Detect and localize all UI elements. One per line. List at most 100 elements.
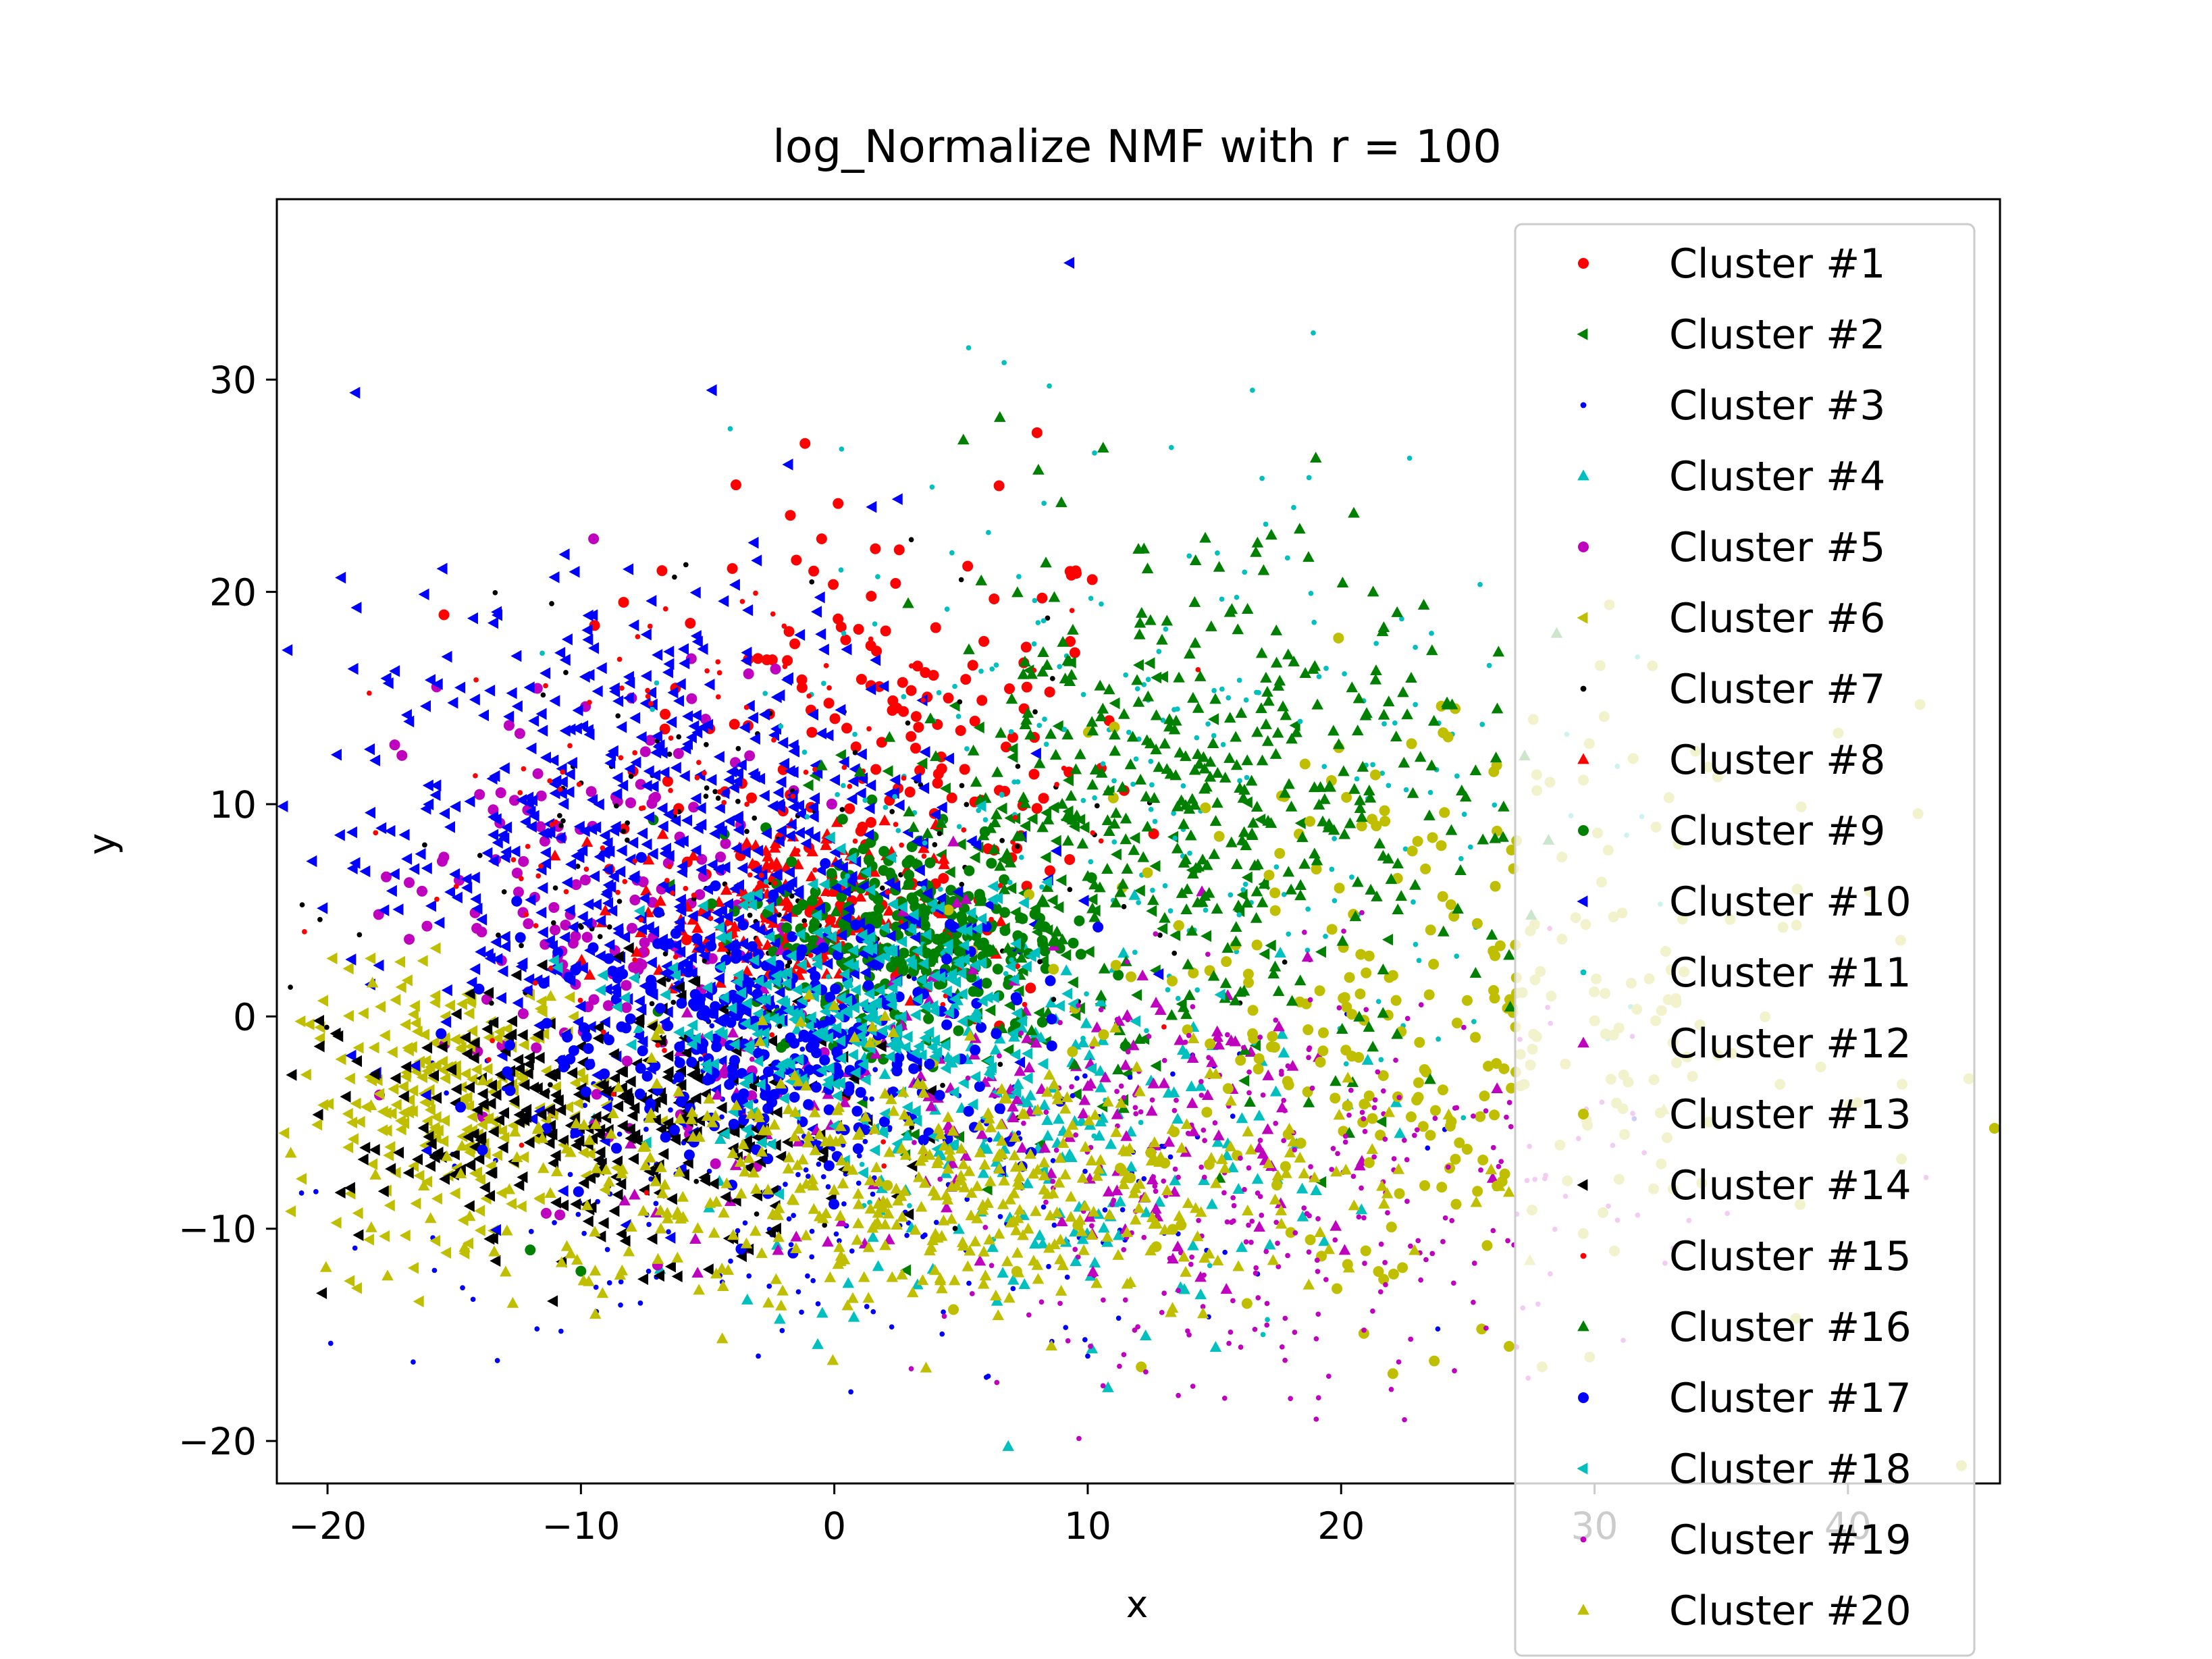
data-point: [849, 1248, 855, 1254]
data-point: [1351, 725, 1364, 736]
data-point: [715, 694, 721, 700]
data-point: [1377, 1007, 1390, 1018]
data-point: [616, 899, 623, 904]
data-point: [1175, 995, 1181, 1001]
data-point: [1361, 1053, 1374, 1065]
data-point: [1411, 1132, 1417, 1138]
data-point: [1090, 830, 1096, 836]
data-point: [770, 856, 783, 868]
data-point: [560, 769, 566, 775]
data-point: [1160, 717, 1166, 723]
data-point: [477, 1088, 488, 1100]
data-point: [680, 742, 691, 755]
data-point: [853, 624, 864, 635]
data-point: [477, 709, 489, 722]
data-point: [1113, 970, 1124, 981]
data-point: [922, 887, 933, 900]
data-point: [1427, 832, 1438, 843]
data-point: [913, 721, 924, 733]
data-point: [789, 638, 801, 650]
data-point: [752, 845, 764, 857]
data-point: [997, 883, 1003, 889]
data-point: [907, 821, 920, 833]
data-point: [528, 714, 539, 727]
data-point: [550, 920, 556, 926]
data-point: [883, 876, 895, 889]
data-point: [492, 837, 503, 849]
data-point: [875, 574, 880, 579]
data-point: [679, 657, 690, 670]
data-point: [393, 1147, 404, 1159]
data-point: [532, 768, 544, 779]
data-point: [344, 1182, 355, 1194]
data-point: [1317, 1045, 1329, 1057]
data-point: [570, 964, 581, 976]
data-point: [525, 843, 531, 849]
data-point: [758, 789, 770, 802]
data-point: [399, 1229, 411, 1242]
data-point: [1008, 729, 1014, 735]
data-point: [906, 1160, 918, 1172]
data-point: [689, 1000, 701, 1011]
data-point: [633, 905, 645, 917]
data-point: [1138, 1120, 1144, 1126]
data-point: [710, 1033, 721, 1045]
data-point: [659, 989, 670, 1001]
data-point: [595, 1078, 606, 1091]
data-point: [1174, 746, 1186, 758]
data-point: [1134, 686, 1140, 691]
data-point: [948, 1304, 959, 1315]
data-point: [926, 1041, 938, 1053]
data-point: [1182, 1024, 1193, 1036]
data-point: [681, 814, 693, 826]
data-point: [816, 1153, 828, 1165]
data-point: [1095, 766, 1108, 778]
data-point: [885, 993, 897, 1005]
data-point: [1243, 977, 1255, 989]
data-point: [662, 951, 668, 957]
data-point: [725, 1017, 737, 1028]
data-point: [885, 851, 897, 864]
data-point: [818, 942, 829, 953]
data-point: [741, 646, 752, 659]
data-point: [581, 836, 594, 847]
data-point: [716, 789, 722, 795]
data-point: [1067, 623, 1079, 635]
data-point: [1358, 1327, 1369, 1339]
data-point: [1196, 896, 1209, 907]
data-point: [971, 978, 982, 991]
data-point: [587, 609, 598, 621]
data-point: [807, 708, 818, 721]
data-point: [706, 384, 717, 396]
data-point: [1026, 668, 1038, 679]
data-point: [1165, 986, 1171, 993]
data-point: [689, 989, 701, 1000]
data-point: [450, 800, 461, 813]
data-point: [475, 945, 486, 958]
data-point: [1129, 832, 1140, 844]
data-point: [1150, 887, 1155, 893]
data-point: [883, 731, 896, 742]
data-point: [744, 828, 749, 835]
data-point: [872, 1260, 885, 1271]
data-point: [841, 783, 846, 789]
data-point: [919, 1001, 930, 1013]
data-point: [1349, 874, 1354, 880]
data-point: [535, 790, 547, 801]
data-point: [533, 1192, 545, 1205]
data-point: [1232, 623, 1244, 635]
data-point: [941, 1201, 953, 1213]
data-point: [436, 1041, 448, 1053]
data-point: [550, 924, 561, 936]
data-point: [317, 917, 323, 922]
data-point: [687, 910, 698, 922]
data-point: [1375, 1115, 1387, 1128]
data-point: [523, 912, 529, 918]
data-point: [731, 976, 743, 988]
data-point: [616, 1090, 628, 1103]
data-point: [510, 650, 522, 662]
data-point: [994, 1103, 1005, 1114]
data-point: [278, 1127, 290, 1139]
data-point: [953, 1223, 965, 1234]
data-point: [1260, 1092, 1266, 1098]
